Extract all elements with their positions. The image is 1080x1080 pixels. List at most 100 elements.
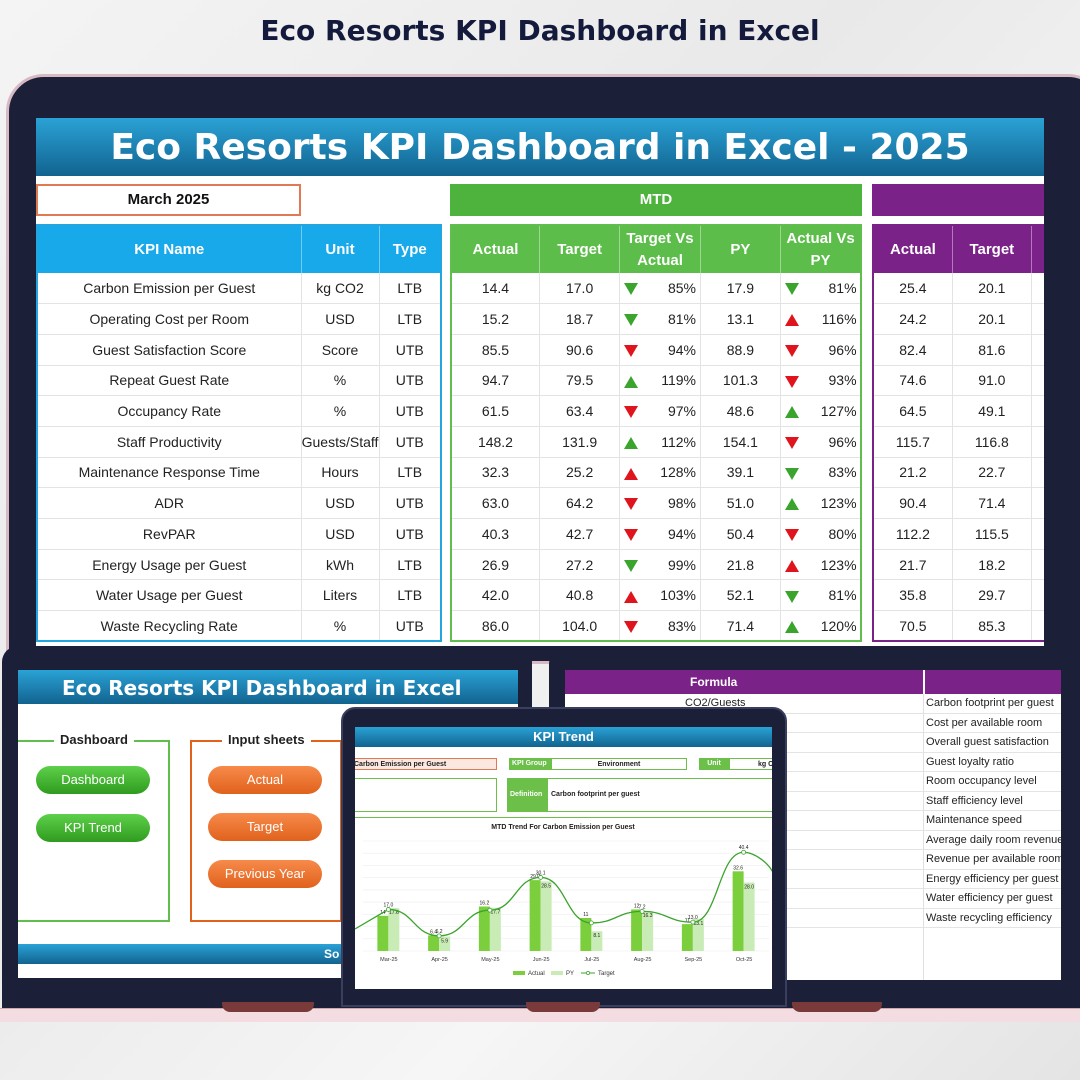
avp-percent: 127% bbox=[820, 403, 857, 420]
ytd-row: 25.4 20.1 bbox=[873, 273, 1044, 305]
kpi-type-cell: LTB bbox=[379, 457, 442, 489]
col-ytd-actual: Actual bbox=[873, 225, 953, 273]
ytd-actual-cell: 90.4 bbox=[873, 487, 953, 519]
ytd-more-cell bbox=[1031, 334, 1044, 366]
legend-target: Target bbox=[598, 971, 615, 977]
mtd-actual-cell: 148.2 bbox=[451, 426, 540, 458]
mtd-py-cell: 88.9 bbox=[700, 334, 782, 366]
legend-actual: Actual bbox=[528, 971, 545, 977]
kpi-unit-cell: Score bbox=[301, 334, 380, 366]
mtd-py-cell: 51.0 bbox=[700, 487, 782, 519]
ytd-more-cell bbox=[1031, 303, 1044, 335]
avp-percent: 96% bbox=[828, 433, 857, 450]
data-label-target: 7.2 bbox=[639, 904, 646, 910]
ytd-actual-cell: 82.4 bbox=[873, 334, 953, 366]
mtd-avp-cell: 93% bbox=[780, 365, 862, 397]
col-mtd-py: PY bbox=[700, 225, 782, 273]
ytd-actual-cell: 21.7 bbox=[873, 549, 953, 581]
arrow-down-icon bbox=[784, 590, 799, 603]
data-label-actual: 16.2 bbox=[480, 901, 490, 907]
kpi-trend-button[interactable]: KPI Trend bbox=[36, 814, 150, 842]
mtd-tva-cell: 94% bbox=[619, 518, 701, 550]
kpi-description-box bbox=[355, 778, 497, 812]
ytd-row: 112.2 115.5 bbox=[873, 518, 1044, 550]
kpi-row: Carbon Emission per Guest kg CO2 LTB bbox=[37, 273, 442, 305]
ytd-more-cell bbox=[1031, 273, 1044, 305]
mtd-avp-cell: 96% bbox=[780, 334, 862, 366]
x-tick-label: Mar-25 bbox=[380, 957, 397, 963]
definition-row: Maintenance speed bbox=[565, 811, 1061, 831]
bar-actual bbox=[580, 918, 592, 951]
trend-banner: KPI Trend bbox=[355, 727, 772, 747]
col-ytd-target: Target bbox=[952, 225, 1032, 273]
bar-py bbox=[540, 881, 552, 951]
ytd-table: Actual Target 25.4 20.1 24.2 20.1 82.4 81.6 74… bbox=[872, 224, 1044, 643]
mtd-tva-cell: 99% bbox=[619, 549, 701, 581]
target-button[interactable]: Target bbox=[208, 813, 322, 841]
data-label-target: 17.0 bbox=[384, 902, 394, 908]
mtd-row: 85.5 90.6 94% 88.9 96% bbox=[451, 334, 862, 366]
mtd-py-cell: 52.1 bbox=[700, 579, 782, 612]
kpi-unit-cell: USD bbox=[301, 487, 380, 519]
mtd-row: 32.3 25.2 128% 39.1 83% bbox=[451, 457, 862, 489]
mtd-tva-cell: 103% bbox=[619, 579, 701, 612]
previous-year-button[interactable]: Previous Year bbox=[208, 860, 322, 888]
arrow-down-icon bbox=[624, 559, 638, 572]
mtd-target-cell: 42.7 bbox=[539, 518, 621, 550]
data-label-target: 13.0 bbox=[688, 915, 698, 921]
arrow-down-icon bbox=[624, 283, 638, 296]
data-label-py: 28.5 bbox=[541, 883, 551, 889]
ytd-row: 74.6 91.0 bbox=[873, 365, 1044, 397]
mtd-py-cell: 13.1 bbox=[700, 303, 782, 335]
arrow-down-icon bbox=[784, 529, 799, 542]
tva-percent: 94% bbox=[667, 525, 696, 542]
arrow-down-icon bbox=[784, 467, 799, 480]
kpi-type-cell: LTB bbox=[379, 303, 442, 335]
avp-percent: 123% bbox=[820, 556, 857, 573]
ytd-actual-cell: 25.4 bbox=[873, 273, 953, 305]
ytd-more-cell bbox=[1031, 610, 1044, 642]
data-label-target: 30.1 bbox=[536, 870, 546, 876]
ytd-target-cell: 85.3 bbox=[952, 610, 1032, 642]
kpi-group-label: KPI Group bbox=[509, 758, 551, 770]
col-mtd-actual: Actual bbox=[451, 225, 540, 273]
chart-divider bbox=[355, 817, 772, 818]
mtd-actual-cell: 32.3 bbox=[451, 457, 540, 489]
kpi-select[interactable]: Carbon Emission per Guest bbox=[355, 758, 497, 770]
data-label-py: 17.7 bbox=[491, 910, 501, 916]
kpi-name-cell: Energy Usage per Guest bbox=[37, 549, 302, 581]
mtd-target-cell: 131.9 bbox=[539, 426, 621, 458]
kpi-name-cell: Operating Cost per Room bbox=[37, 303, 302, 335]
kpi-unit-cell: kWh bbox=[301, 549, 380, 581]
ytd-target-cell: 116.8 bbox=[952, 426, 1032, 458]
legend-py-swatch bbox=[551, 971, 563, 975]
x-tick-label: May-25 bbox=[481, 957, 499, 963]
data-label-target: 6.2 bbox=[436, 929, 443, 935]
kpi-row: Repeat Guest Rate% UTB bbox=[37, 365, 442, 397]
bar-py bbox=[642, 911, 654, 951]
arrow-up-icon bbox=[784, 314, 799, 327]
definition-text: Maintenance speed bbox=[926, 814, 1023, 826]
kpi-type-cell: UTB bbox=[379, 334, 442, 366]
bar-actual bbox=[732, 871, 744, 951]
ytd-row: 21.2 22.7 bbox=[873, 457, 1044, 489]
bar-py bbox=[489, 907, 501, 951]
actual-button[interactable]: Actual bbox=[208, 766, 322, 794]
definition-text: Carbon footprint per guest bbox=[926, 697, 1054, 709]
mtd-actual-cell: 63.0 bbox=[451, 487, 540, 519]
col-unit: Unit bbox=[301, 225, 380, 273]
month-selector[interactable]: March 2025 bbox=[36, 184, 301, 216]
arrow-up-icon bbox=[784, 620, 799, 633]
mtd-row: 15.2 18.7 81% 13.1 116% bbox=[451, 303, 862, 335]
dashboard-button[interactable]: Dashboard bbox=[36, 766, 150, 794]
definition-text: Water efficiency per guest bbox=[926, 892, 1053, 904]
bar-py bbox=[692, 918, 704, 951]
kpi-row: Water Usage per Guest Liters LTB bbox=[37, 579, 442, 612]
avp-percent: 83% bbox=[828, 464, 857, 481]
ytd-target-cell: 18.2 bbox=[952, 549, 1032, 581]
mtd-row: 14.4 17.0 85% 17.9 81% bbox=[451, 273, 862, 305]
mtd-actual-cell: 15.2 bbox=[451, 303, 540, 335]
ytd-target-cell: 115.5 bbox=[952, 518, 1032, 550]
avp-percent: 80% bbox=[828, 525, 857, 542]
kpi-type-cell: UTB bbox=[379, 487, 442, 519]
